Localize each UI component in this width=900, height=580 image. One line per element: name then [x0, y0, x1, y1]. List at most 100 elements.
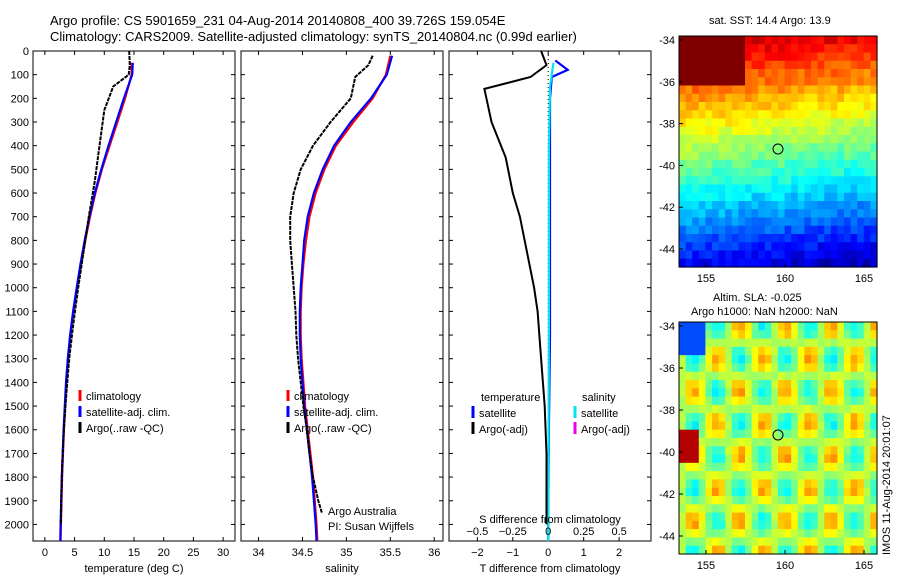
map-cell: [863, 52, 871, 62]
map-cell: [745, 371, 753, 381]
map-cell: [725, 330, 733, 340]
map-cell: [850, 429, 858, 439]
map-cell: [745, 93, 753, 103]
map-cell: [830, 396, 838, 406]
map-cell: [844, 438, 852, 447]
map-cell: [764, 234, 772, 243]
map-cell: [811, 192, 819, 202]
map-cell: [830, 545, 838, 555]
map-cell: [685, 496, 693, 505]
map-cell: [778, 77, 786, 87]
map-cell: [679, 504, 687, 514]
map-cell: [857, 338, 865, 348]
map-cell: [764, 135, 772, 144]
map-cell: [797, 151, 805, 161]
map-cell: [870, 479, 878, 489]
map-cell: [751, 201, 759, 210]
map-cell: [857, 36, 865, 45]
map-cell: [685, 52, 693, 62]
imos-credit: IMOS 11-Aug-2014 20:01:07: [881, 415, 893, 555]
map-cell: [718, 413, 726, 423]
map-cell: [685, 330, 693, 340]
map-cell: [844, 77, 852, 87]
map-cell: [771, 225, 779, 235]
difference-tick-label: 0: [545, 547, 551, 559]
map-cell: [784, 217, 792, 227]
map-cell: [791, 52, 799, 62]
map-cell: [745, 258, 753, 268]
map-cell: [811, 388, 819, 398]
map-cell: [679, 60, 687, 70]
map-cell: [850, 242, 858, 252]
map-cell: [784, 118, 792, 128]
map-cell: [698, 330, 706, 340]
map-cell: [804, 192, 812, 202]
map-cell: [863, 192, 871, 202]
map-cell: [804, 258, 812, 268]
map-cell: [850, 537, 858, 547]
map-cell: [692, 258, 700, 268]
map-cell: [698, 496, 706, 505]
map-cell: [771, 520, 779, 530]
map-cell: [797, 159, 805, 169]
map-cell: [751, 355, 759, 365]
map-cell: [844, 504, 852, 514]
map-cell: [738, 454, 746, 464]
map-cell: [830, 512, 838, 522]
map-cell: [837, 176, 845, 186]
map-cell: [698, 110, 706, 120]
map-cell: [685, 413, 693, 423]
map-cell: [731, 388, 739, 398]
map-cell: [830, 471, 838, 481]
map-cell: [778, 355, 786, 365]
map-cell: [837, 512, 845, 522]
salinity-tick-label: 34.5: [292, 547, 313, 559]
map-cell: [797, 520, 805, 530]
map-cell: [797, 44, 805, 54]
map-cell: [731, 330, 739, 340]
map-cell: [771, 77, 779, 87]
map-cell: [811, 438, 819, 447]
map-cell: [705, 512, 713, 522]
map-cell: [804, 176, 812, 186]
map-cell: [764, 421, 772, 431]
map-cell: [725, 126, 733, 136]
map-cell: [791, 454, 799, 464]
map-cell: [764, 520, 772, 530]
map-cell: [712, 438, 720, 447]
map-cell: [725, 388, 733, 398]
map-cell: [824, 52, 832, 62]
map-cell: [797, 396, 805, 406]
map-cell: [771, 102, 779, 111]
map-cell: [718, 44, 726, 54]
map-cell: [778, 487, 786, 497]
map-cell: [705, 242, 713, 252]
map-cell: [751, 504, 759, 514]
map-cell: [850, 479, 858, 489]
map-cell: [824, 201, 832, 210]
map-cell: [731, 85, 739, 95]
map-cell: [791, 355, 799, 365]
map-cell: [837, 250, 845, 260]
map-cell: [698, 176, 706, 186]
map-cell: [685, 396, 693, 406]
map-cell: [745, 250, 753, 260]
map-cell: [863, 330, 871, 340]
map-cell: [679, 462, 687, 472]
map-cell: [738, 69, 746, 78]
map-cell: [731, 234, 739, 243]
map-cell: [692, 234, 700, 243]
map-cell: [778, 44, 786, 54]
map-cell: [705, 143, 713, 153]
map-cell: [863, 102, 871, 111]
map-cell: [863, 44, 871, 54]
map-cell: [764, 184, 772, 194]
map-cell: [857, 545, 865, 555]
map-cell: [817, 69, 825, 78]
map-cell: [751, 176, 759, 186]
map-cell: [824, 355, 832, 365]
map-cell: [797, 504, 805, 514]
map-cell: [692, 454, 700, 464]
map-cell: [705, 396, 713, 406]
map-cell: [712, 371, 720, 381]
